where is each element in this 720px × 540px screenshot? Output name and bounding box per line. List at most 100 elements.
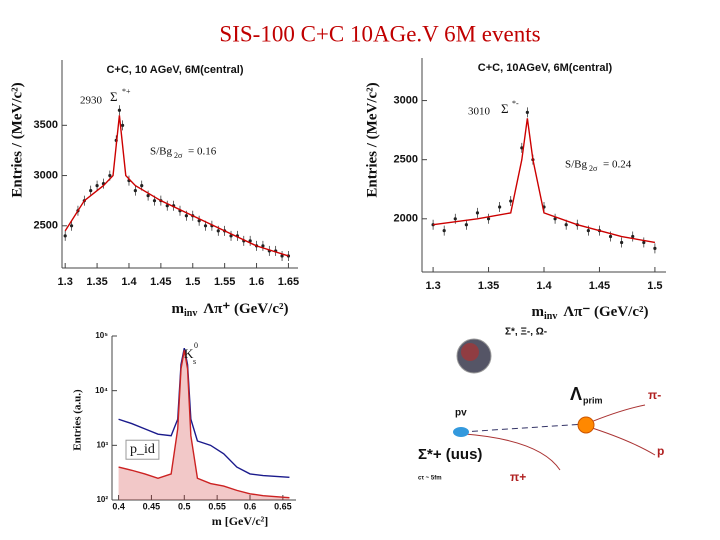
nucleus-core <box>461 343 479 361</box>
diagram-label: p <box>657 444 664 458</box>
data-point <box>464 223 468 227</box>
data-point <box>69 224 74 228</box>
data-point <box>248 239 252 243</box>
chart: Entries (a.u.) m [GeV/c²] 0.4 0.45 0.5 0.55 0.… <box>72 331 296 528</box>
data-point <box>509 199 513 203</box>
chart: C+C, 10 AGeV, 6M(central) Entries / (MeV/… <box>9 60 299 319</box>
x-tick-label: 0.55 <box>208 501 226 511</box>
fit-line <box>118 350 290 499</box>
data-point <box>653 246 657 250</box>
data-point <box>203 224 208 228</box>
data-point <box>525 110 529 114</box>
x-axis-label: minv Λπ⁻ (GeV/c²) <box>532 304 649 322</box>
decay-vertex <box>577 416 595 434</box>
pi-plus-track <box>464 433 561 471</box>
chart-title: C+C, 10 AGeV, 6M(central) <box>106 64 243 76</box>
fit-line <box>64 115 289 257</box>
y-tick-label: 2000 <box>394 213 418 225</box>
data-point <box>117 108 122 112</box>
x-axis-label-part: Λπ⁺ (GeV/c²) <box>203 301 288 317</box>
x-axis-label-part: Λπ⁻ (GeV/c²) <box>563 304 648 320</box>
y-tick-label: 10³ <box>96 440 108 449</box>
data-point <box>184 214 188 218</box>
data-point <box>152 199 157 203</box>
y-tick-label: 3000 <box>394 94 418 106</box>
chart-title: C+C, 10AGeV, 6M(central) <box>478 62 613 74</box>
x-tick-label: 0.5 <box>178 501 191 511</box>
data-point <box>165 204 169 208</box>
annotation: S/Bg <box>565 159 588 171</box>
y-tick-label: 2500 <box>394 154 418 166</box>
data-point <box>442 229 446 233</box>
area-fill <box>118 350 290 500</box>
proton-track <box>585 425 656 456</box>
y-axis-label: Entries (a.u.) <box>72 389 84 451</box>
annotation: s <box>193 357 196 366</box>
data-point <box>63 234 67 238</box>
y-axis-label: Entries / (MeV/c²) <box>9 82 25 197</box>
annotation: = 0.16 <box>188 146 217 158</box>
annotation: *- <box>512 99 519 108</box>
data-point <box>280 254 284 258</box>
diagram-label: π+ <box>510 470 526 484</box>
y-tick-label: 3500 <box>34 119 58 131</box>
diagram-label: Σ*, Ξ-, Ω- <box>505 327 547 338</box>
data-point <box>140 184 144 188</box>
chart: C+C, 10AGeV, 6M(central) Entries / (MeV/c… <box>364 58 666 322</box>
x-axis-label-part: m [GeV/c²] <box>212 514 269 528</box>
x-tick-label: 1.6 <box>249 276 264 288</box>
annotation: 3010 <box>468 106 491 118</box>
y-tick-label: 3000 <box>34 169 58 181</box>
slide-title: SIS-100 C+C 10AGe.V 6M events <box>219 21 540 46</box>
x-axis-label: minv Λπ⁺ (GeV/c²) <box>172 301 289 319</box>
x-tick-label: 0.6 <box>244 501 257 511</box>
data-point <box>564 223 568 227</box>
x-tick-label: 1.35 <box>86 276 107 288</box>
data-point <box>261 244 265 248</box>
data-point <box>89 189 93 193</box>
diagram-label: Λ <box>570 384 582 404</box>
y-tick-label: 10⁵ <box>95 331 108 340</box>
diagram-label: Σ*+ (uus) <box>418 446 482 463</box>
x-tick-label: 1.3 <box>425 280 440 292</box>
decay-diagram <box>453 338 656 471</box>
x-tick-label: 1.35 <box>478 280 499 292</box>
data-point <box>120 123 125 127</box>
x-tick-label: 1.4 <box>536 280 552 292</box>
x-tick-label: 1.5 <box>647 280 662 292</box>
annotation: Σ <box>501 101 509 116</box>
y-tick-label: 2500 <box>34 220 58 232</box>
x-tick-label: 1.55 <box>214 276 235 288</box>
x-tick-label: 1.45 <box>150 276 171 288</box>
x-tick-label: 1.45 <box>589 280 610 292</box>
x-tick-label: 1.4 <box>121 276 137 288</box>
x-tick-label: 0.4 <box>112 501 125 511</box>
data-point <box>486 217 491 221</box>
data-point <box>146 194 150 198</box>
data-point <box>133 189 137 193</box>
x-tick-label: 1.5 <box>185 276 200 288</box>
x-axis-label-part: inv <box>544 311 557 322</box>
x-axis-label: m [GeV/c²] <box>212 514 269 528</box>
annotation: Σ <box>110 89 118 104</box>
data-point <box>197 219 201 223</box>
x-tick-label: 0.65 <box>274 501 292 511</box>
primary-vertex <box>453 427 469 437</box>
data-point <box>216 229 220 233</box>
annotation: p_id <box>130 442 155 457</box>
fit-line <box>432 118 656 244</box>
annotation: 2930 <box>80 95 103 107</box>
x-tick-label: 1.3 <box>58 276 73 288</box>
data-point <box>620 240 624 245</box>
data-point <box>631 234 635 239</box>
diagram-label: prim <box>583 395 603 405</box>
data-point <box>95 184 99 188</box>
data-point <box>453 217 457 221</box>
diagram-label: cτ ~ 5fm <box>418 476 442 482</box>
y-axis-label: Entries / (MeV/c²) <box>364 82 380 197</box>
y-tick-label: 10⁴ <box>95 386 108 395</box>
annotation: *+ <box>122 87 131 96</box>
data-point <box>608 234 613 239</box>
pi-minus-track <box>585 404 646 425</box>
